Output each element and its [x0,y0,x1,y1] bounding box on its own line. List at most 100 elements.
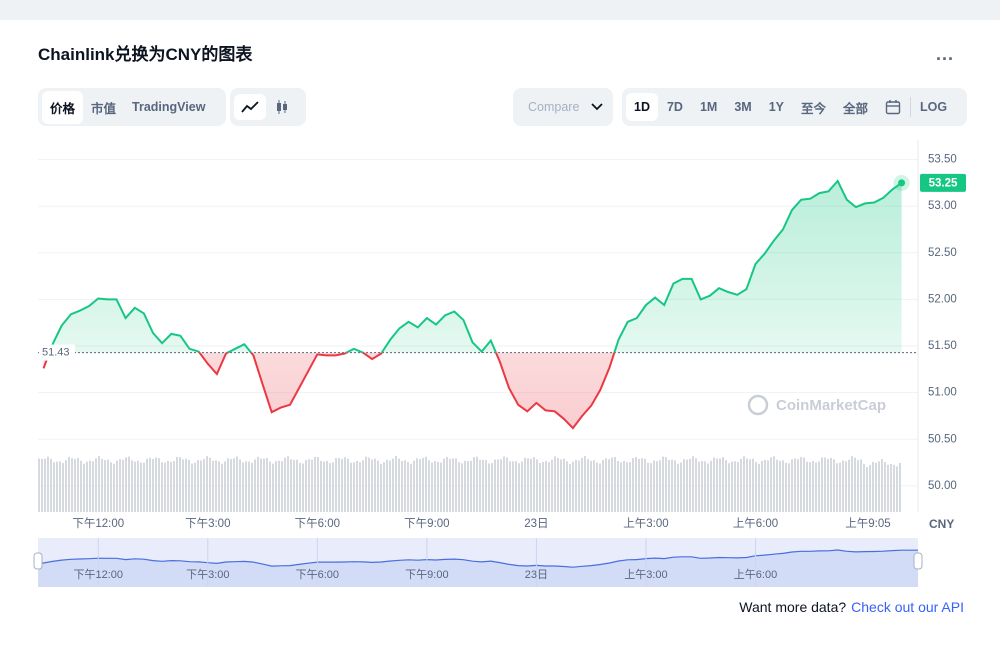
volume-bar [542,461,544,512]
volume-bar [887,464,889,512]
volume-bar [368,457,370,512]
volume-bar [593,460,595,512]
navigator-bg [38,538,918,587]
volume-bar [845,461,847,512]
volume-bar [425,456,427,512]
volume-bar [725,460,727,512]
range-button[interactable]: 至今 [801,101,827,116]
navigator-tick-label: 23日 [525,569,548,581]
volume-bar [77,457,79,512]
volume-bar [68,456,70,512]
volume-bar [392,458,394,512]
volume-bar [419,459,421,512]
volume-bar [410,463,412,512]
volume-bar [884,461,886,512]
range-button[interactable]: 1M [699,100,718,114]
volume-bar [62,462,64,512]
volume-bar [407,461,409,512]
volume-bar [704,461,706,512]
volume-bar [326,460,328,512]
y-tick-label: 51.00 [928,387,957,399]
volume-bar [452,458,454,512]
more-menu[interactable]: ... [936,44,955,64]
volume-bar [131,460,133,512]
range-button[interactable]: 1D [626,93,658,121]
volume-bar [431,462,433,512]
volume-bar [218,461,220,512]
volume-bar [140,462,142,512]
volume-bar [668,459,670,512]
tab[interactable]: 价格 [42,90,84,124]
volume-bar [578,460,580,512]
volume-bar [479,459,481,512]
volume-bar [791,459,793,512]
volume-bar [767,460,769,512]
compare-select[interactable]: Compare [513,88,613,126]
navigator-tick-label: 上午3:00 [624,568,667,581]
volume-bar [551,459,553,512]
log-button[interactable]: LOG [920,100,948,114]
range-button[interactable]: 7D [666,100,683,114]
range-button[interactable]: 3M [734,100,752,114]
volume-bar [653,460,655,512]
volume-bar [86,461,88,512]
top-bar [0,0,1000,20]
volume-bar [170,461,172,512]
volume-bar [383,462,385,512]
navigator-tick-label: 下午12:00 [73,568,123,581]
y-tick-label: 50.00 [928,480,957,492]
volume-bar [824,457,826,512]
volume-bar [629,462,631,512]
volume-bar [590,460,592,512]
compare-label: Compare [528,100,580,114]
volume-bar [245,461,247,512]
y-tick-label: 50.50 [928,433,957,445]
volume-bar [800,457,802,512]
volume-bar [296,459,298,512]
volume-bar [662,456,664,512]
price-tag: 53.25 [929,177,958,189]
baseline-label-bg [39,344,75,361]
volume-bar [752,458,754,512]
volume-bar [776,459,778,512]
volume-bar [470,460,472,512]
range-button[interactable]: 1Y [768,100,785,114]
volume-bar [500,459,502,512]
volume-bar [338,457,340,512]
volume-bar [695,458,697,512]
volume-bar [206,456,208,512]
volume-bar [254,459,256,512]
volume-bar [173,460,175,512]
volume-bar [302,463,304,512]
navigator-handle[interactable] [913,552,923,570]
line-style-button[interactable] [234,94,266,120]
tab[interactable]: 市值 [91,101,117,116]
volume-bar [98,456,100,512]
volume-bar [83,463,85,512]
volume-bar [521,461,523,512]
volume-bar [158,458,160,512]
range-button[interactable]: 全部 [843,101,869,116]
last-halo [893,174,910,191]
calendar-button[interactable] [877,93,909,121]
x-tick-label: 下午3:00 [185,517,230,530]
volume-bar [92,461,94,512]
candle-style-button[interactable] [266,94,298,120]
volume-bar [446,456,448,512]
volume-bar [539,463,541,512]
volume-bar [737,462,739,512]
volume-bar [821,457,823,512]
volume-bar [890,463,892,512]
chart-title: Chainlink兑换为CNY的图表 [38,45,253,64]
tab[interactable]: TradingView [132,100,206,114]
volume-bar [143,462,145,512]
volume-bar [818,461,820,512]
volume-bar [869,464,871,512]
volume-bar [275,461,277,512]
volume-bar [182,459,184,512]
volume-bar [491,463,493,512]
api-link[interactable]: Check out our API [851,599,964,615]
volume-bar [617,461,619,512]
x-tick-label: 上午3:00 [623,517,668,530]
navigator-handle[interactable] [33,552,43,570]
